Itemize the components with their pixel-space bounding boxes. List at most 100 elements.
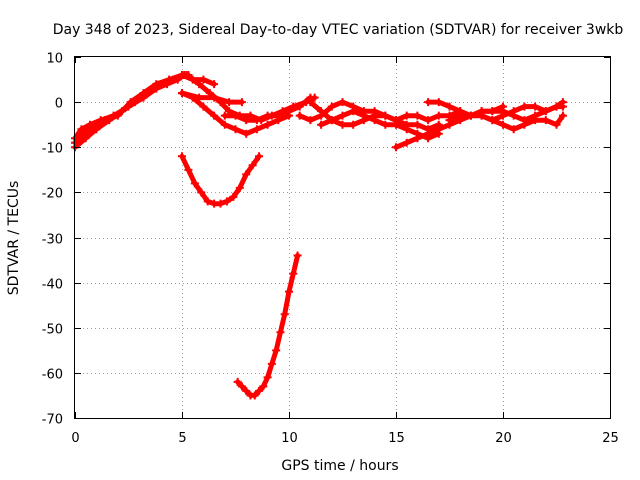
y-axis-label: SDTVAR / TECUs: [6, 181, 22, 296]
data-point: [210, 93, 219, 102]
x-tick-label: 25: [602, 431, 619, 446]
data-point: [295, 102, 304, 111]
data-point: [370, 116, 379, 125]
series-track-16: [233, 251, 302, 400]
data-point: [499, 120, 507, 129]
series-track-14: [477, 111, 567, 134]
data-point: [306, 116, 315, 125]
data-point: [92, 125, 101, 134]
data-point: [233, 377, 242, 386]
data-point: [267, 359, 276, 368]
data-point: [216, 199, 225, 208]
data-point: [263, 373, 272, 382]
series-layer: [71, 71, 567, 400]
data-point: [285, 287, 293, 296]
series-line: [179, 153, 262, 207]
data-point: [90, 120, 99, 129]
data-point: [349, 120, 358, 129]
data-point: [413, 120, 422, 129]
series-line: [297, 99, 463, 123]
data-point: [237, 382, 246, 391]
data-point: [349, 107, 358, 116]
data-point: [220, 111, 229, 120]
y-tick-label: -60: [42, 368, 63, 383]
plot-frame: [74, 56, 611, 419]
chart-title: Day 348 of 2023, Sidereal Day-to-day VTE…: [53, 22, 624, 38]
data-point: [100, 116, 109, 125]
series-track-7: [220, 93, 315, 125]
data-point: [222, 197, 231, 206]
data-point: [509, 125, 518, 134]
data-point: [520, 102, 529, 111]
data-point: [445, 102, 454, 111]
data-point: [338, 98, 347, 107]
data-point: [558, 102, 567, 111]
data-point: [424, 98, 433, 107]
data-point: [293, 251, 302, 260]
data-point: [242, 170, 251, 179]
data-point: [424, 116, 433, 125]
data-point: [81, 134, 90, 143]
data-point: [237, 98, 246, 107]
data-point: [327, 102, 336, 111]
data-point: [477, 111, 486, 120]
data-point: [295, 111, 304, 120]
data-point: [289, 269, 298, 278]
data-point: [280, 310, 289, 319]
data-point: [225, 98, 234, 107]
x-axis-label: GPS time / hours: [281, 458, 398, 474]
data-point: [392, 143, 400, 152]
data-point: [541, 107, 550, 116]
data-point: [456, 111, 465, 120]
data-point: [434, 98, 443, 107]
data-point: [190, 179, 199, 188]
data-point: [392, 120, 400, 129]
data-point: [248, 161, 257, 170]
data-point: [250, 391, 259, 400]
series-line: [72, 72, 191, 150]
series-track-13: [445, 102, 567, 125]
data-point: [220, 120, 229, 129]
x-tick-label: 5: [178, 431, 186, 446]
data-point: [520, 120, 529, 129]
data-point: [197, 188, 206, 197]
data-point: [152, 80, 161, 89]
data-point: [531, 102, 540, 111]
data-point: [317, 120, 326, 129]
data-point: [255, 386, 264, 395]
data-point: [274, 111, 283, 120]
y-tick-label: -40: [42, 278, 63, 293]
data-point: [199, 102, 208, 111]
data-point: [306, 98, 315, 107]
data-point: [466, 111, 475, 120]
data-point: [210, 111, 219, 120]
data-point: [242, 386, 251, 395]
data-point: [113, 111, 122, 120]
data-point: [195, 80, 204, 89]
data-point: [178, 89, 186, 98]
data-point: [272, 346, 281, 355]
series-track-15: [178, 152, 264, 208]
y-tick-label: -50: [42, 323, 63, 338]
data-point: [255, 152, 264, 161]
data-point: [182, 71, 191, 80]
y-tick-label: 0: [55, 97, 63, 112]
data-point: [488, 116, 497, 125]
data-point: [77, 125, 86, 134]
data-point: [558, 111, 567, 120]
data-point: [231, 125, 240, 134]
y-tick-label: -10: [42, 142, 63, 157]
series-track-10: [317, 107, 443, 143]
x-tick-label: 10: [281, 431, 298, 446]
y-tick-label: -20: [42, 187, 63, 202]
series-track-2: [71, 71, 193, 152]
data-point: [79, 129, 88, 138]
data-point: [338, 111, 347, 120]
data-point: [259, 382, 268, 391]
data-point: [276, 328, 285, 337]
data-point: [252, 116, 261, 125]
data-point: [139, 89, 148, 98]
data-point: [317, 111, 326, 120]
